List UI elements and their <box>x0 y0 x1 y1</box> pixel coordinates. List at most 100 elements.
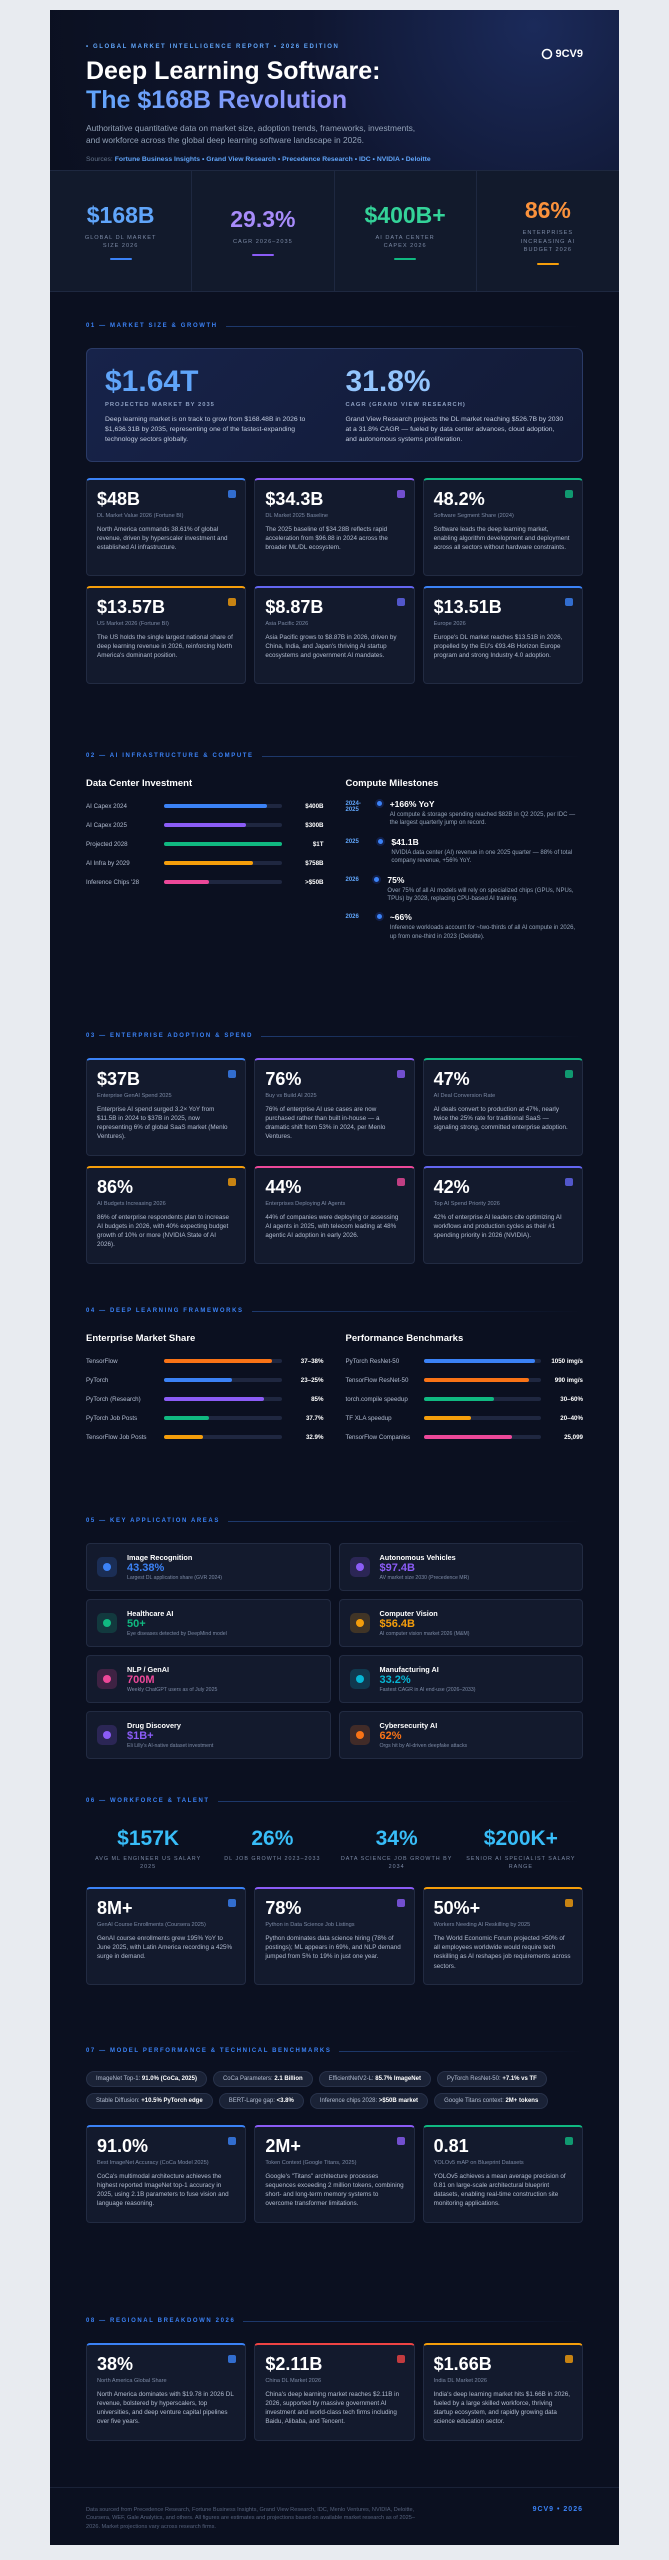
bar-name: torch.compile speedup <box>345 1395 408 1403</box>
bar-name: PyTorch <box>86 1376 109 1384</box>
pill-label: CoCa Parameters: <box>222 2076 273 2082</box>
pill-label: PyTorch ResNet-50: <box>446 2076 501 2082</box>
bar-row: TensorFlow Job Posts 32.9% <box>86 1430 324 1444</box>
stat-card: 78% Python in Data Science Job Listings Py… <box>254 1887 415 1986</box>
timeline-value: 75% <box>387 874 405 885</box>
bar-fill <box>164 1378 233 1382</box>
stat-card: 0.81 YOLOv5 mAP on Blueprint Datasets YOLO… <box>422 2125 583 2223</box>
application-tile: Manufacturing AI 33.2% Fastest CAGR in AI … <box>338 1655 583 1703</box>
stat-value: $168B <box>86 201 155 228</box>
pill-label: Inference chips 2028: <box>319 2098 378 2104</box>
section-infrastructure: 02 — AI INFRASTRUCTURE & COMPUTE Data Cen… <box>50 722 619 1002</box>
stat: $400B+ AI DATA CENTER CAPEX 2026 <box>335 171 477 291</box>
workforce-stat: 26% DL JOB GROWTH 2023–2033 <box>210 1827 334 1871</box>
pill-value: +7.1% vs TF <box>502 2076 537 2082</box>
card-label: Python in Data Science Job Listings <box>265 1922 355 1929</box>
benchmark-pill: Google Titans context: 2M+ tokens <box>434 2093 549 2109</box>
stat: 86% ENTERPRISES INCREASING AI BUDGET 2026 <box>477 171 619 291</box>
column-title: Compute Milestones <box>345 778 439 789</box>
two-columns: Enterprise Market Share TensorFlow 37–38% P… <box>86 1333 583 1449</box>
tile-note: Orgs hit by AI-driven deepfake attacks <box>379 1743 468 1749</box>
bar-track <box>164 804 282 808</box>
sources-label: Sources: <box>86 155 113 163</box>
card-grid: $48B DL Market Value 2026 (Fortune BI) Nor… <box>86 477 583 684</box>
footer: Data sourced from Precedence Research, F… <box>50 2487 619 2545</box>
tile-value: 700M <box>127 1674 155 1686</box>
stat-card: $8.87B Asia Pacific 2026 Asia Pacific grow… <box>254 585 415 684</box>
timeline-body: ~66% Inference workloads account for ~two… <box>390 912 583 941</box>
card-value: 47% <box>433 1069 470 1089</box>
hero-text: Grand View Research projects the DL mark… <box>345 416 564 443</box>
section-enterprise: 03 — ENTERPRISE ADOPTION & SPEND $37B Ente… <box>50 1002 619 1277</box>
bar-fill <box>423 1397 494 1401</box>
timeline-value: +166% YoY <box>389 799 435 809</box>
pill-value: +10.5% PyTorch edge <box>141 2098 203 2104</box>
card-value: 76% <box>265 1069 302 1089</box>
section-label: 04 — DEEP LEARNING FRAMEWORKS <box>86 1277 583 1315</box>
tile-icon-dot <box>355 1675 364 1683</box>
two-columns: Data Center Investment AI Capex 2024 $400B… <box>86 778 583 950</box>
tile-icon <box>97 1557 117 1577</box>
bar-name: AI Capex 2024 <box>86 802 127 810</box>
tile-name: Computer Vision <box>379 1609 438 1618</box>
pill-label: BERT-Large gap: <box>228 2098 275 2104</box>
pill-value: 85.7% ImageNet <box>375 2076 421 2082</box>
stat-label: AI DATA CENTER CAPEX 2026 <box>375 234 435 249</box>
bar-name: TensorFlow Job Posts <box>86 1433 147 1441</box>
bar-track <box>164 1416 282 1420</box>
bar-row: AI Capex 2025 $300B <box>86 818 324 832</box>
stat-card: $13.57B US Market 2026 (Fortune BI) The US… <box>86 585 247 684</box>
card-label: Token Context (Google Titans, 2025) <box>265 2160 357 2166</box>
timeline-value: $41.1B <box>391 836 419 847</box>
application-tile: Autonomous Vehicles $97.4B AV market size … <box>338 1543 583 1591</box>
hero-text: Deep learning market is on track to grow… <box>105 416 306 443</box>
tile-note: Eli Lilly's AI-native dataset investment <box>127 1743 214 1749</box>
card-value: 48.2% <box>433 488 485 509</box>
card-value: 2M+ <box>265 2136 301 2156</box>
card-grid: $37B Enterprise GenAI Spend 2025 Enterpris… <box>86 1058 583 1264</box>
bar-name: AI Capex 2025 <box>86 821 127 829</box>
timeline-text: AI compute & storage spending reached $8… <box>389 812 576 827</box>
benchmark-pill: CoCa Parameters: 2.1 Billion <box>212 2071 313 2087</box>
card-text: 76% of enterprise AI use cases are now p… <box>265 1106 386 1141</box>
card-icon <box>228 597 237 606</box>
card-icon <box>564 1178 573 1186</box>
workforce-label: DL JOB GROWTH 2023–2033 <box>224 1856 321 1862</box>
timeline-year: 2026 <box>345 876 359 883</box>
card-icon <box>396 2137 405 2145</box>
bar-value: 990 img/s <box>554 1376 583 1384</box>
benchmark-pill: Stable Diffusion: +10.5% PyTorch edge <box>86 2093 213 2109</box>
stat-underline <box>109 258 132 261</box>
stat-underline <box>536 262 559 265</box>
bar-name: TensorFlow Companies <box>345 1433 411 1441</box>
section-frameworks: 04 — DEEP LEARNING FRAMEWORKS Enterprise … <box>50 1277 619 1487</box>
stat-label: GLOBAL DL MARKET SIZE 2026 <box>84 234 157 249</box>
bar-fill <box>423 1416 471 1420</box>
hero-item: 31.8% CAGR (GRAND VIEW RESEARCH) Grand Vie… <box>346 365 565 445</box>
tile-icon-dot <box>103 1675 111 1683</box>
bar-fill <box>423 1359 536 1363</box>
card-value: $48B <box>97 488 141 509</box>
stat-underline <box>251 254 274 257</box>
pill-value: <3.8% <box>276 2098 294 2104</box>
bar-fill <box>164 1359 273 1363</box>
card-label: AI Budgets Increasing 2026 <box>97 1201 166 1207</box>
hero-value: 31.8% <box>345 365 431 398</box>
card-icon <box>564 2137 573 2145</box>
workforce-value: 34% <box>375 1827 418 1850</box>
tile-value: 50+ <box>127 1618 146 1630</box>
bar-name: AI Infra by 2029 <box>86 859 130 867</box>
bars-column: Data Center Investment AI Capex 2024 $400B… <box>86 778 324 950</box>
card-icon <box>396 1178 405 1186</box>
stats-band: $168B GLOBAL DL MARKET SIZE 2026 29.3% CAGR… <box>50 170 619 292</box>
bar-track <box>423 1397 541 1401</box>
bar-row: Inference Chips '28 >$50B <box>86 875 324 889</box>
pill-value: 91.0% (CoCa, 2025) <box>141 2076 197 2082</box>
card-icon <box>396 2355 405 2363</box>
card-label: DL Market Value 2026 (Fortune BI) <box>97 512 184 519</box>
bar-name: TensorFlow <box>86 1357 118 1365</box>
stat-card: $48B DL Market Value 2026 (Fortune BI) Nor… <box>86 477 247 576</box>
timeline-year: 2026 <box>345 914 359 921</box>
stat: $168B GLOBAL DL MARKET SIZE 2026 <box>50 171 193 291</box>
card-icon <box>228 489 237 498</box>
